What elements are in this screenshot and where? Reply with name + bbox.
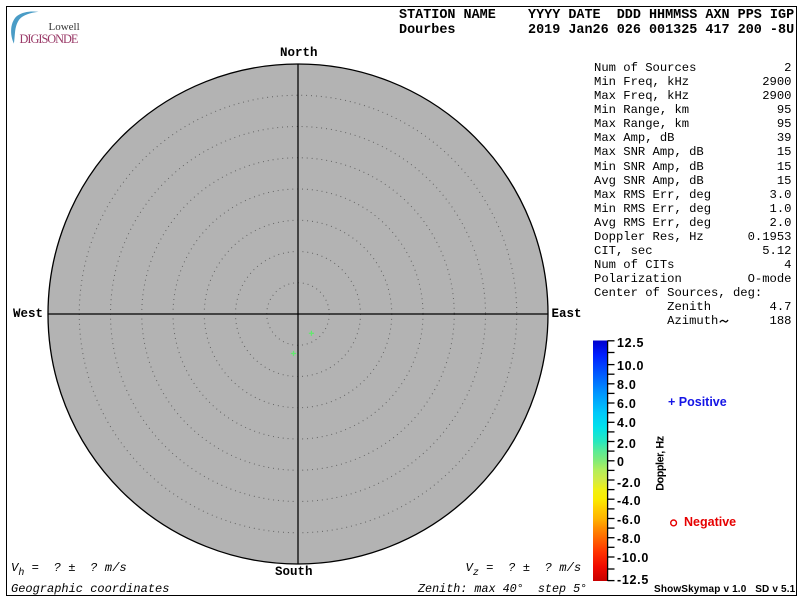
svg-text:Doppler, Hz: Doppler, Hz	[655, 435, 667, 490]
